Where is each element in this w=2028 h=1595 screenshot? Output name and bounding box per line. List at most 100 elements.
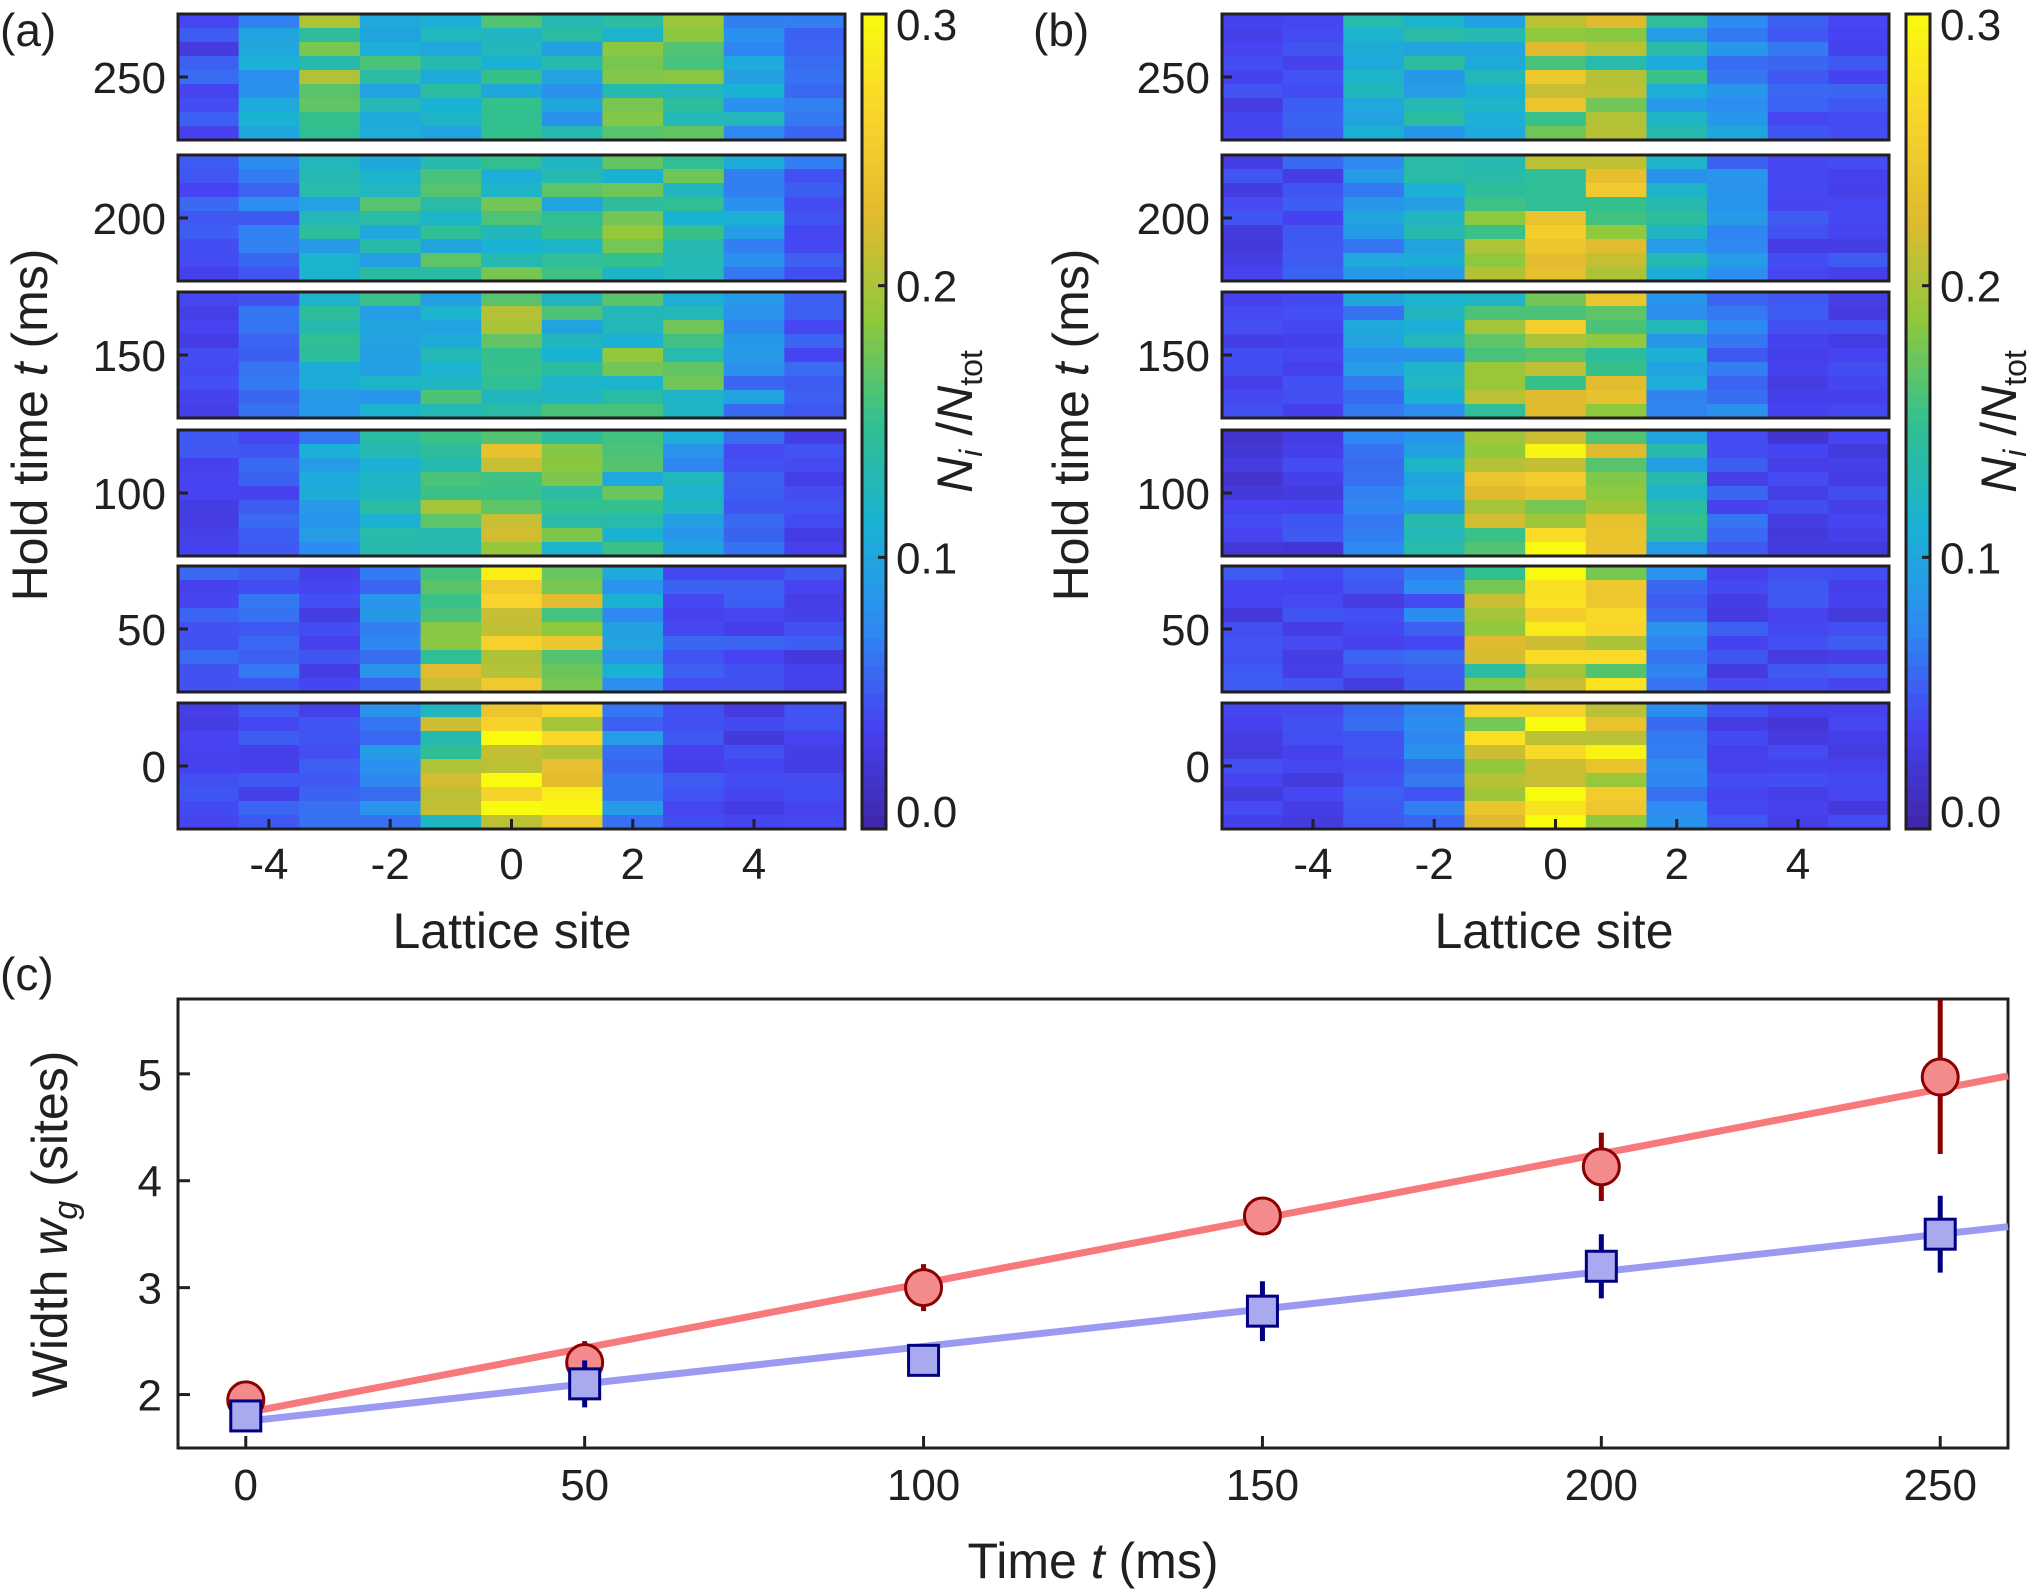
heatmap-cell — [663, 197, 725, 212]
heatmap-cell — [541, 98, 604, 113]
heatmap-cell — [1767, 98, 1829, 113]
heatmap-cell — [602, 717, 664, 732]
heatmap-cell — [663, 542, 725, 557]
heatmap-cell — [1585, 98, 1648, 113]
heatmap-cell — [1282, 650, 1344, 665]
heatmap-strip — [176, 12, 847, 142]
heatmap-cell — [1282, 211, 1344, 226]
heatmap-cell — [1585, 486, 1648, 501]
heatmap-cell — [238, 787, 300, 802]
heatmap-cell — [1828, 458, 1890, 473]
heatmap-cell — [1646, 197, 1708, 212]
heatmap-cell — [602, 292, 664, 307]
heatmap-cell — [1282, 267, 1344, 282]
heatmap-cell — [1403, 787, 1466, 802]
heatmap-cell — [1464, 608, 1526, 623]
heatmap-cell — [1464, 211, 1526, 226]
heatmap-cell — [1525, 155, 1587, 170]
heatmap-cell — [1585, 253, 1648, 268]
heatmap-cell — [1464, 98, 1526, 113]
heatmap-cell — [420, 183, 482, 198]
colorbar-segment — [1906, 530, 1930, 545]
heatmap-cell — [1707, 376, 1769, 391]
heatmap-cell — [1464, 362, 1526, 377]
heatmap-cell — [541, 183, 604, 198]
heatmap-cell — [420, 348, 482, 363]
heatmap-cell — [602, 528, 664, 543]
heatmap-cell — [602, 664, 664, 679]
y-tick-label: 3 — [138, 1265, 162, 1314]
heatmap-cell — [784, 197, 846, 212]
heatmap-cell — [1767, 731, 1829, 746]
heatmap-cell — [1585, 664, 1648, 679]
heatmap-cell — [541, 500, 604, 515]
heatmap-cell — [602, 430, 664, 445]
heatmap-cell — [663, 678, 725, 693]
x-tick-label: 0 — [499, 840, 523, 889]
heatmap-cell — [481, 787, 543, 802]
x-tick-label: 0 — [234, 1461, 258, 1510]
heatmap-cell — [1767, 211, 1829, 226]
heatmap-cell — [1343, 703, 1405, 718]
heatmap-cell — [299, 622, 361, 637]
heatmap-cell — [1222, 759, 1284, 774]
heatmap-cell — [1464, 348, 1526, 363]
heatmap-cell — [1222, 636, 1284, 651]
heatmap-cell — [784, 444, 846, 459]
heatmap-cell — [359, 70, 422, 85]
colorbar-segment — [862, 625, 886, 640]
heatmap-cell — [1464, 306, 1526, 321]
heatmap-cell — [1282, 773, 1344, 788]
heatmap-cell — [1767, 801, 1829, 816]
colorbar-segment — [1906, 625, 1930, 640]
colorbar-segment — [1906, 14, 1930, 29]
heatmap-cell — [299, 390, 361, 405]
heatmap-cell — [1646, 622, 1708, 637]
heatmap-cell — [663, 608, 725, 623]
heatmap-cell — [723, 566, 785, 581]
heatmap-cell — [1707, 126, 1769, 141]
heatmap-cell — [1222, 650, 1284, 665]
heatmap-cell — [1707, 225, 1769, 240]
heatmap-cell — [663, 126, 725, 141]
heatmap-cell — [299, 678, 361, 693]
heatmap-cell — [420, 430, 482, 445]
x-tick-label: 250 — [1904, 1461, 1977, 1510]
heatmap-cell — [1222, 267, 1284, 282]
heatmap-cell — [481, 98, 543, 113]
x-tick-label: -4 — [1293, 840, 1332, 889]
panel-c-x-label: Time t (ms) — [968, 1533, 1219, 1589]
heatmap-cell — [1343, 28, 1405, 43]
colorbar-segment — [1906, 367, 1930, 382]
heatmap-cell — [1767, 225, 1829, 240]
heatmap-cell — [1222, 253, 1284, 268]
heatmap-cell — [1282, 458, 1344, 473]
heatmap-cell — [178, 376, 240, 391]
heatmap-cell — [1222, 390, 1284, 405]
heatmap-cell — [723, 334, 785, 349]
heatmap-cell — [420, 126, 482, 141]
heatmap-cell — [299, 500, 361, 515]
heatmap-cell — [299, 14, 361, 29]
heatmap-cell — [420, 239, 482, 254]
heatmap-cell — [481, 42, 543, 57]
heatmap-cell — [1585, 458, 1648, 473]
heatmap-cell — [1464, 197, 1526, 212]
heatmap-cell — [1464, 787, 1526, 802]
heatmap-cell — [178, 197, 240, 212]
heatmap-cell — [1828, 514, 1890, 529]
heatmap-cell — [1646, 636, 1708, 651]
heatmap-cell — [1707, 773, 1769, 788]
heatmap-cell — [1403, 430, 1466, 445]
colorbar-segment — [1906, 638, 1930, 654]
heatmap-cell — [420, 486, 482, 501]
heatmap-cell — [723, 404, 785, 419]
red-marker — [1920, 1057, 1960, 1097]
heatmap-cell — [238, 430, 300, 445]
heatmap-cell — [420, 334, 482, 349]
heatmap-cell — [1403, 486, 1466, 501]
heatmap-cell — [1646, 444, 1708, 459]
heatmap-cell — [299, 594, 361, 609]
heatmap-cell — [1707, 306, 1769, 321]
colorbar-segment — [862, 258, 886, 273]
